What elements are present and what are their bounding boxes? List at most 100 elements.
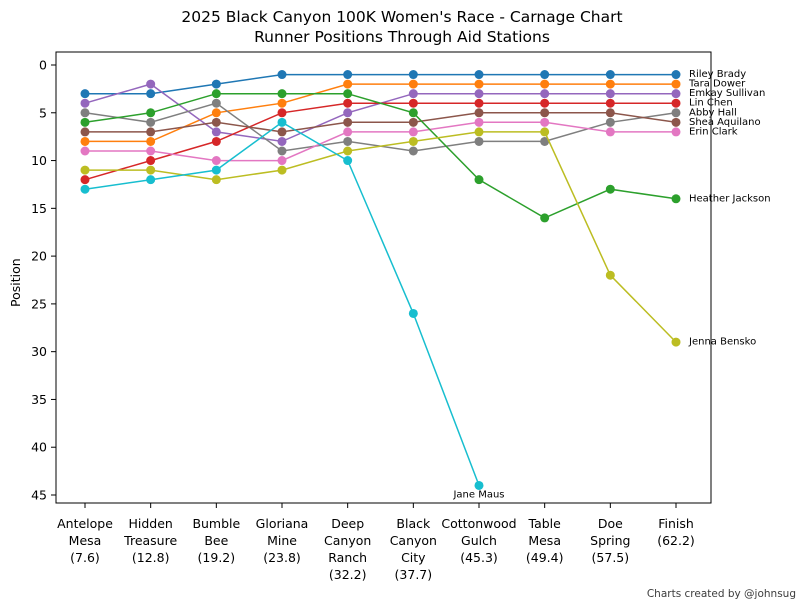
data-point-jenna-bensko	[605, 270, 615, 280]
data-point-riley-brady	[146, 89, 156, 99]
data-point-jenna-bensko	[277, 165, 287, 175]
data-point-abby-hall	[211, 98, 221, 108]
data-point-tara-dower	[671, 79, 681, 89]
data-point-shea-aquilano	[408, 117, 418, 127]
data-point-jenna-bensko	[343, 146, 353, 156]
data-point-lin-chen	[408, 98, 418, 108]
data-point-abby-hall	[540, 136, 550, 146]
data-point-shea-aquilano	[474, 108, 484, 118]
data-point-emkay-sullivan	[408, 89, 418, 99]
data-point-tara-dower	[211, 108, 221, 118]
data-point-heather-jackson	[277, 89, 287, 99]
runner-label-emkay-sullivan: Emkay Sullivan	[689, 88, 765, 99]
data-point-abby-hall	[80, 108, 90, 118]
y-tick-label: 40	[31, 440, 47, 455]
data-point-jenna-bensko	[671, 337, 681, 347]
runner-label-shea-aquilano: Shea Aquilano	[689, 117, 761, 128]
data-point-heather-jackson	[80, 117, 90, 127]
data-point-erin-clark	[540, 117, 550, 127]
data-point-shea-aquilano	[605, 108, 615, 118]
y-tick-label: 30	[31, 344, 47, 359]
data-point-riley-brady	[540, 70, 550, 80]
x-tick-label: Table	[528, 516, 562, 531]
x-tick-label: Gulch	[461, 533, 497, 548]
data-point-abby-hall	[671, 108, 681, 118]
y-tick-label: 25	[31, 296, 47, 311]
x-tick-label: (23.8)	[263, 550, 301, 565]
data-point-abby-hall	[605, 117, 615, 127]
data-point-emkay-sullivan	[80, 98, 90, 108]
data-point-tara-dower	[474, 79, 484, 89]
series-line-lin-chen	[84, 102, 676, 181]
data-point-riley-brady	[343, 70, 353, 80]
data-point-lin-chen	[277, 108, 287, 118]
data-point-jenna-bensko	[211, 175, 221, 185]
data-point-erin-clark	[211, 156, 221, 166]
data-point-riley-brady	[211, 79, 221, 89]
runner-label-tara-dower: Tara Dower	[688, 79, 746, 90]
data-point-abby-hall	[343, 136, 353, 146]
y-tick-label: 10	[31, 153, 47, 168]
data-point-lin-chen	[343, 98, 353, 108]
series-line-jane-maus	[84, 121, 480, 486]
data-point-jane-maus	[474, 480, 484, 490]
x-tick-label: (57.5)	[592, 550, 630, 565]
data-point-erin-clark	[605, 127, 615, 137]
data-point-tara-dower	[146, 136, 156, 146]
x-tick-label: Mesa	[528, 533, 561, 548]
data-point-emkay-sullivan	[343, 108, 353, 118]
data-point-emkay-sullivan	[540, 89, 550, 99]
data-point-shea-aquilano	[146, 127, 156, 137]
data-point-heather-jackson	[474, 175, 484, 185]
y-tick-label: 20	[31, 249, 47, 264]
data-point-emkay-sullivan	[277, 136, 287, 146]
x-tick-label: City	[401, 550, 426, 565]
x-tick-label: Hidden	[128, 516, 172, 531]
series-line-shea-aquilano	[85, 112, 677, 133]
x-tick-label: Canyon	[390, 533, 437, 548]
x-tick-label: Treasure	[123, 533, 177, 548]
data-point-jenna-bensko	[80, 165, 90, 175]
y-tick-label: 45	[31, 488, 47, 503]
x-tick-label: (37.7)	[395, 567, 433, 582]
data-point-abby-hall	[474, 136, 484, 146]
data-point-lin-chen	[80, 175, 90, 185]
data-point-abby-hall	[408, 146, 418, 156]
data-point-shea-aquilano	[277, 127, 287, 137]
data-point-erin-clark	[80, 146, 90, 156]
x-tick-label: Black	[396, 516, 431, 531]
x-tick-label: Doe	[598, 516, 623, 531]
data-point-lin-chen	[605, 98, 615, 108]
x-tick-label: Mesa	[69, 533, 102, 548]
data-point-shea-aquilano	[540, 108, 550, 118]
data-point-shea-aquilano	[343, 117, 353, 127]
x-tick-label: Cottonwood	[441, 516, 516, 531]
data-point-tara-dower	[277, 98, 287, 108]
x-tick-label: Spring	[590, 533, 630, 548]
data-point-jane-maus	[80, 184, 90, 194]
runner-label-abby-hall: Abby Hall	[689, 107, 737, 118]
data-point-heather-jackson	[540, 213, 550, 223]
chart-title-line2: Runner Positions Through Aid Stations	[254, 28, 550, 46]
x-tick-label: (7.6)	[70, 550, 100, 565]
runner-label-jenna-bensko: Jenna Bensko	[688, 337, 756, 348]
x-tick-label: Finish	[658, 516, 694, 531]
x-tick-label: Mine	[267, 533, 297, 548]
data-point-jenna-bensko	[146, 165, 156, 175]
data-point-heather-jackson	[343, 89, 353, 99]
data-point-heather-jackson	[671, 194, 681, 204]
data-point-jenna-bensko	[474, 127, 484, 137]
data-point-tara-dower	[80, 136, 90, 146]
data-point-jenna-bensko	[408, 136, 418, 146]
x-tick-label: (49.4)	[526, 550, 564, 565]
data-point-riley-brady	[474, 70, 484, 80]
x-tick-label: (62.2)	[657, 533, 695, 548]
x-tick-label: (19.2)	[198, 550, 236, 565]
data-point-heather-jackson	[146, 108, 156, 118]
runner-label-riley-brady: Riley Brady	[689, 69, 746, 80]
x-tick-label: (32.2)	[329, 567, 367, 582]
data-point-lin-chen	[671, 98, 681, 108]
x-tick-label: Deep	[331, 516, 364, 531]
